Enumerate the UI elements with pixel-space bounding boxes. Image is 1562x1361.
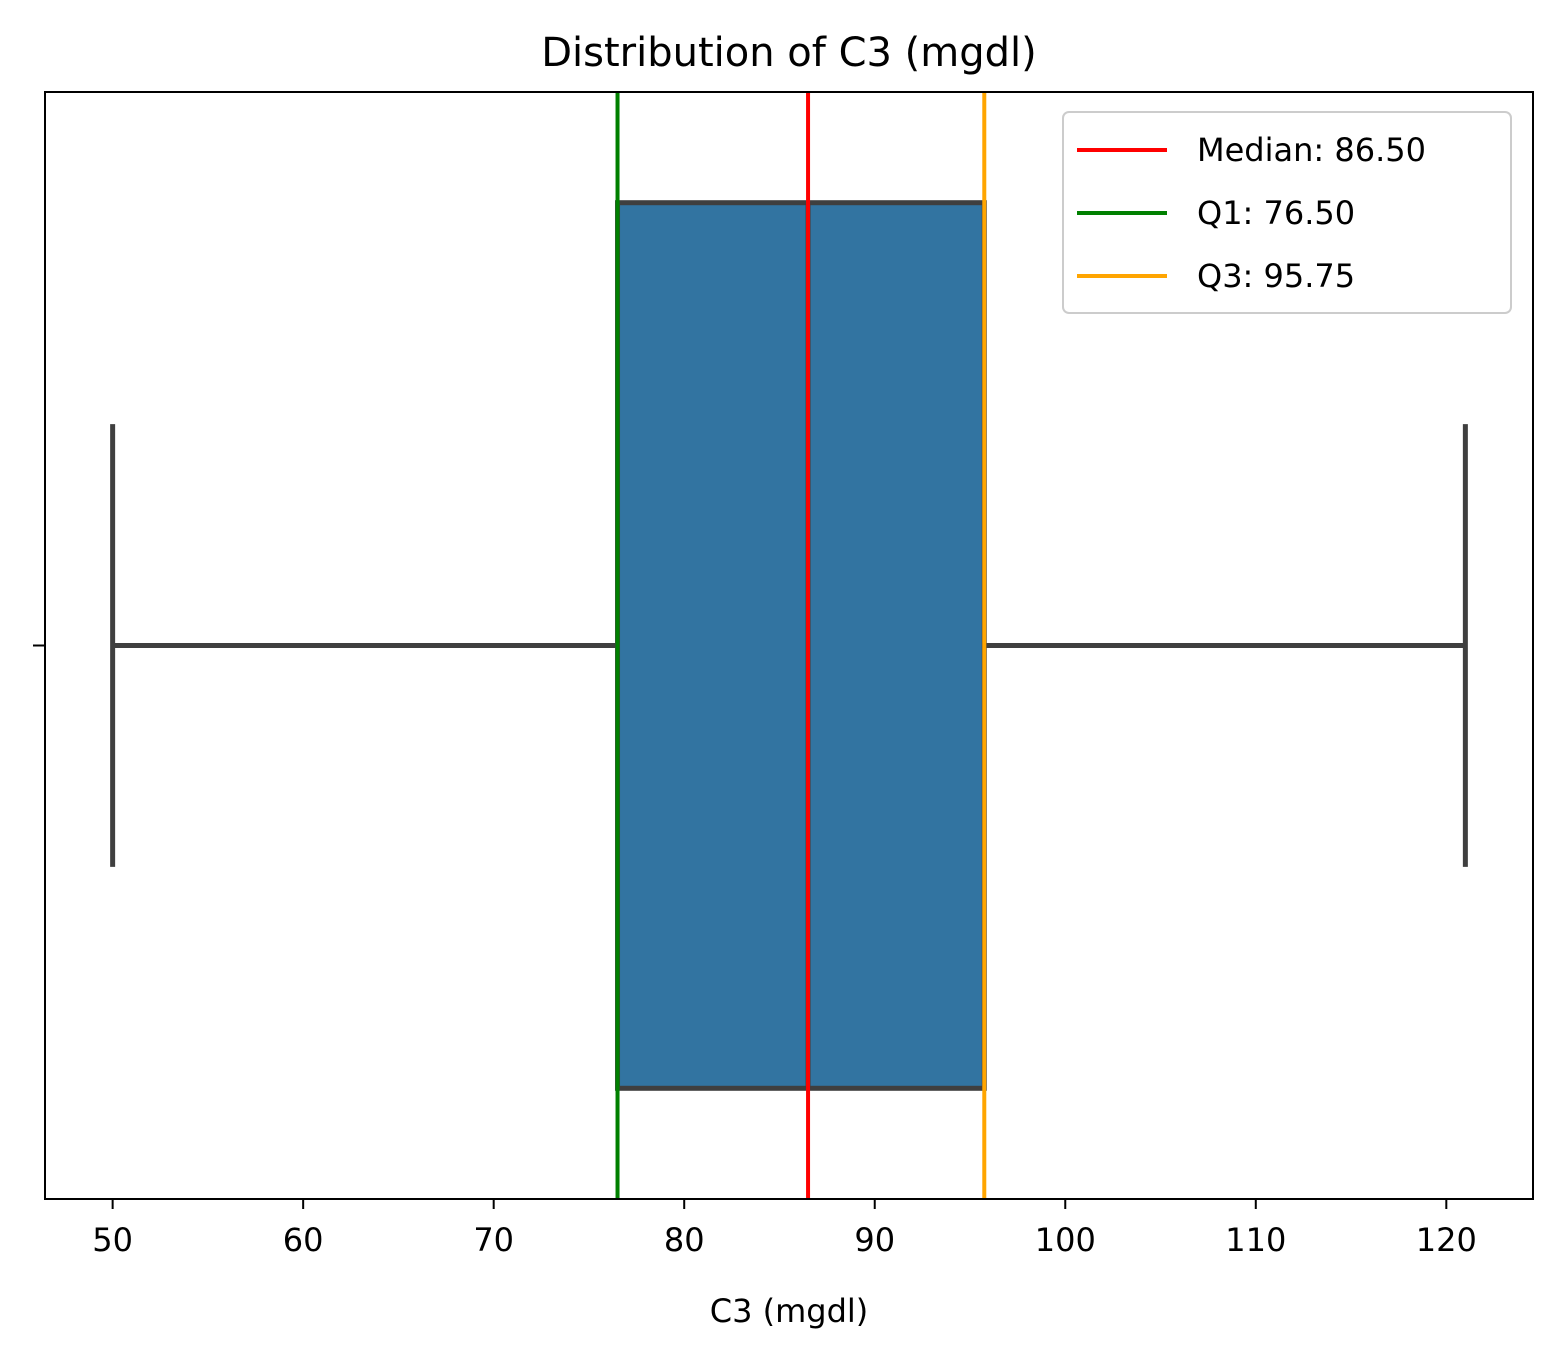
legend-label-q3: Q3: 95.75: [1197, 257, 1355, 295]
x-tick-label: 60: [283, 1221, 324, 1259]
x-tick-label: 120: [1416, 1221, 1477, 1259]
x-axis-label: C3 (mgdl): [710, 1292, 869, 1330]
x-axis: 50 60 70 80 90 100 110 120: [92, 1199, 1477, 1259]
legend-label-q1: Q1: 76.50: [1197, 194, 1355, 232]
x-tick-label: 110: [1225, 1221, 1286, 1259]
x-tick-label: 90: [854, 1221, 895, 1259]
iqr-box: [615, 200, 987, 1091]
legend-frame: [1062, 111, 1512, 314]
x-tick-label: 70: [473, 1221, 514, 1259]
chart-title: Distribution of C3 (mgdl): [541, 30, 1037, 76]
x-tick-label: 80: [664, 1221, 705, 1259]
plot-area: [110, 92, 1468, 1199]
legend-label-median: Median: 86.50: [1197, 131, 1426, 169]
x-tick-label: 100: [1035, 1221, 1096, 1259]
x-tick-label: 50: [92, 1221, 133, 1259]
legend: Median: 86.50 Q1: 76.50 Q3: 95.75: [1062, 111, 1512, 314]
